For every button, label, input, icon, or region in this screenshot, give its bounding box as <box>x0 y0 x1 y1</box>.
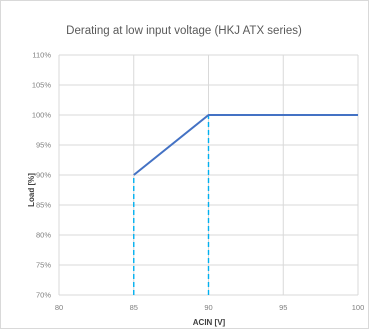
y-axis-label: Load [%] <box>27 173 36 207</box>
x-tick-label: 90 <box>204 303 212 312</box>
x-axis-label: ACIN [V] <box>193 318 226 327</box>
y-tick-label: 90% <box>36 171 51 180</box>
y-tick-label: 105% <box>32 81 52 90</box>
x-tick-label: 95 <box>279 303 287 312</box>
y-tick-label: 80% <box>36 231 51 240</box>
y-tick-label: 110% <box>32 51 51 60</box>
series-group <box>133 114 358 176</box>
y-tick-label: 70% <box>36 291 51 300</box>
y-tick-label: 85% <box>36 201 51 210</box>
y-tick-label: 75% <box>36 261 51 270</box>
series-line <box>133 114 358 176</box>
x-tick-label: 80 <box>55 303 63 312</box>
x-tick-labels: 80 85 90 95 100 <box>55 303 364 312</box>
x-tick-label: 100 <box>352 303 365 312</box>
chart-title: Derating at low input voltage (HKJ ATX s… <box>66 25 302 37</box>
x-tick-label: 85 <box>130 303 138 312</box>
y-tick-label: 100% <box>32 111 52 120</box>
y-tick-label: 95% <box>36 141 51 150</box>
reference-lines <box>133 115 210 295</box>
y-tick-labels: 70% 75% 80% 85% 90% 95% 100% 105% 110% <box>32 51 52 300</box>
